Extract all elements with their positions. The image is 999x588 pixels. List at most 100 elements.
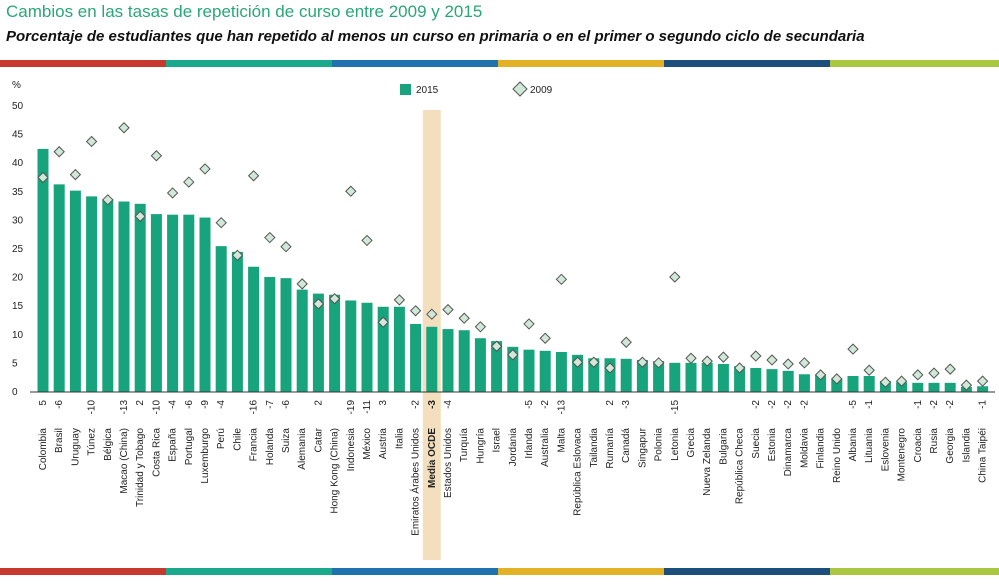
change-label: 3	[378, 400, 389, 406]
x-tick-label: Emiratos Árabes Unidos	[409, 428, 422, 536]
diamond-marker	[863, 364, 875, 376]
x-tick-label: Hungría	[475, 428, 486, 464]
diamond-marker	[345, 185, 357, 197]
diamond-marker	[879, 376, 892, 388]
bar	[199, 217, 211, 392]
x-tick-label: Costa Rica	[151, 428, 162, 477]
x-tick-label: Tailandia	[589, 428, 600, 468]
x-tick-label: Uruguay	[70, 428, 81, 466]
chart-title: Cambios en las tasas de repetición de cu…	[6, 2, 482, 21]
chart-subtitle: Porcentaje de estudiantes que han repeti…	[6, 28, 865, 45]
x-tick-label: Túnez	[87, 428, 98, 456]
bar	[604, 358, 616, 392]
change-label: -2	[929, 400, 940, 409]
x-tick-label: Media OCDE	[427, 428, 438, 488]
y-tick-label: 5	[12, 358, 18, 369]
bar	[264, 277, 276, 392]
change-label: -1	[913, 400, 924, 409]
diamond-marker	[296, 278, 308, 290]
bar	[896, 382, 908, 392]
diamond-marker	[782, 358, 794, 370]
change-label: -4	[443, 400, 454, 409]
x-tick-label: Montenegro	[897, 428, 908, 482]
x-tick-label: Estados Unidos	[443, 428, 454, 498]
x-tick-label: Brasil	[54, 428, 65, 453]
diamond-marker	[69, 168, 82, 181]
change-label: -13	[119, 400, 130, 415]
y-tick-label: 30	[12, 215, 24, 226]
change-label: -2	[411, 400, 422, 409]
diamond-marker	[150, 150, 163, 162]
x-tick-label: Dinamarca	[783, 428, 794, 477]
diamond-marker	[976, 375, 989, 387]
change-label: 2	[135, 400, 146, 406]
x-tick-label: Islandia	[961, 428, 972, 463]
change-label: -2	[783, 400, 794, 409]
y-tick-label: 50	[12, 101, 24, 112]
diamond-marker	[134, 210, 146, 223]
bar	[102, 199, 114, 392]
diamond-marker	[85, 135, 98, 148]
diamond-marker	[685, 352, 697, 364]
change-label: -13	[556, 400, 567, 415]
bar	[782, 370, 794, 392]
diamond-marker	[118, 122, 130, 134]
bar	[426, 326, 438, 392]
bar	[572, 354, 584, 392]
diamond-marker	[328, 293, 341, 305]
x-tick-label: Austria	[378, 428, 389, 460]
legend-label: 2009	[530, 85, 553, 96]
x-tick-label: Letonia	[670, 428, 681, 461]
x-tick-label: Finlandia	[816, 428, 827, 469]
y-tick-label: 0	[12, 387, 18, 398]
bar	[474, 338, 486, 392]
bar	[215, 246, 227, 392]
bar	[150, 214, 162, 392]
x-tick-label: Suecia	[751, 428, 762, 459]
diamond-marker	[312, 298, 325, 310]
diamond-marker	[102, 194, 114, 206]
diamond-marker	[166, 187, 179, 199]
x-tick-label: Francia	[249, 428, 260, 462]
diamond-marker	[814, 369, 827, 381]
x-tick-label: Rumanía	[605, 428, 616, 469]
diamond-marker	[847, 343, 859, 355]
change-label: -9	[200, 400, 211, 409]
bar	[717, 363, 729, 392]
change-label: -6	[184, 400, 195, 409]
x-tick-label: Rusia	[929, 428, 940, 454]
x-tick-label: Nueva Zelanda	[702, 428, 713, 496]
x-tick-label: República Checa	[735, 428, 746, 505]
x-tick-label: Grecia	[686, 428, 697, 458]
bar	[620, 358, 632, 392]
x-tick-label: Irlanda	[524, 428, 535, 459]
y-tick-label: 25	[12, 244, 24, 255]
x-tick-label: Alemania	[297, 428, 308, 470]
bar	[458, 330, 470, 392]
x-tick-label: Moldavia	[799, 428, 810, 468]
x-tick-label: Colombia	[38, 428, 49, 471]
diamond-marker	[636, 356, 649, 368]
bar	[86, 196, 98, 392]
diamond-marker	[458, 312, 470, 324]
change-label: -10	[87, 400, 98, 415]
bar	[134, 203, 146, 392]
bar	[766, 369, 778, 392]
change-label: -16	[249, 400, 260, 415]
x-tick-label: Australia	[540, 428, 551, 467]
bar	[685, 362, 697, 392]
x-tick-label: Trinidad y Tobago	[135, 428, 146, 507]
diamond-marker	[960, 379, 973, 391]
change-label: -2	[751, 400, 762, 409]
diamond-marker	[199, 163, 211, 175]
x-tick-label: Georgia	[945, 428, 956, 464]
x-tick-label: Portugal	[184, 428, 195, 465]
bar	[798, 374, 810, 392]
diamond-marker	[361, 234, 373, 247]
x-tick-label: Croacia	[913, 428, 924, 463]
x-tick-label: Canadá	[621, 428, 632, 463]
change-label: 2	[313, 400, 324, 406]
diamond-marker	[604, 362, 616, 374]
x-tick-label: Eslovenia	[880, 428, 891, 472]
